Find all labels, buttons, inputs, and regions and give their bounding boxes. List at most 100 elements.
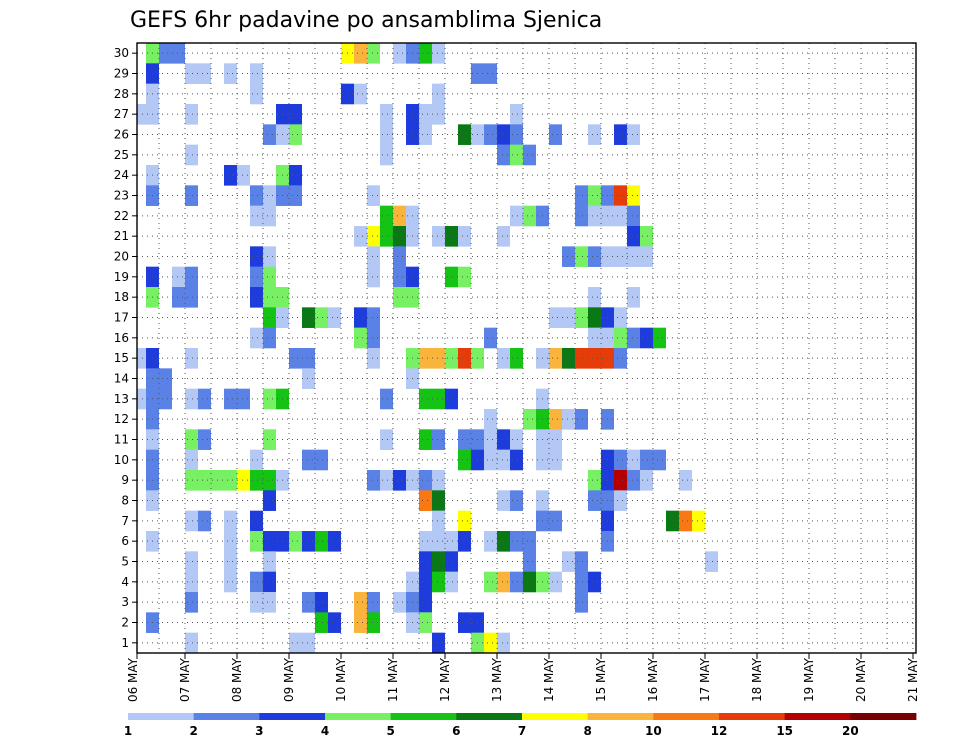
colorbar-swatch (456, 713, 523, 720)
colorbar-label: 5 (386, 724, 394, 738)
heatmap-cell (302, 307, 315, 328)
heatmap-cell (289, 185, 302, 206)
heatmap-cell (315, 307, 328, 328)
heatmap-cell (458, 429, 471, 450)
heatmap-cell (289, 124, 302, 145)
heatmap-cell (289, 632, 302, 654)
heatmap-cell (484, 124, 497, 145)
heatmap-cell (263, 388, 276, 410)
heatmap-cell (614, 124, 627, 145)
heatmap-cell (185, 592, 198, 613)
heatmap-cell (172, 266, 185, 288)
y-tick-label: 8 (121, 494, 129, 508)
heatmap-cell (315, 531, 328, 552)
heatmap-cell (484, 429, 497, 450)
heatmap-cell (588, 287, 601, 308)
heatmap-cell (705, 551, 718, 572)
heatmap-cell (497, 429, 510, 450)
heatmap-cell (263, 470, 276, 491)
heatmap-cell (614, 449, 627, 471)
heatmap-cell (419, 429, 432, 450)
heatmap-cell (250, 449, 263, 471)
heatmap-cell (328, 307, 341, 328)
heatmap-cell (627, 185, 640, 206)
heatmap-cell (562, 551, 575, 572)
heatmap-cell (185, 449, 198, 471)
heatmap-cell (224, 531, 237, 552)
heatmap-cell (263, 266, 276, 288)
heatmap-cell (185, 287, 198, 308)
y-tick-label: 2 (121, 616, 129, 630)
heatmap-cell (393, 246, 406, 267)
heatmap-cell (575, 409, 588, 430)
heatmap-cell (523, 571, 536, 593)
heatmap-cell (354, 83, 367, 105)
heatmap-cell (393, 226, 406, 247)
heatmap-cell (562, 307, 575, 328)
heatmap-cell (432, 83, 445, 105)
heatmap-cell (432, 104, 445, 125)
heatmap-cell (137, 388, 146, 410)
y-tick-label: 16 (114, 331, 129, 345)
heatmap-cell (549, 409, 562, 430)
heatmap-cell (159, 388, 172, 410)
colorbar-label: 1 (124, 724, 132, 738)
heatmap-cell (367, 266, 380, 288)
x-tick-label: 17 MAY (698, 657, 712, 702)
heatmap-cell (510, 104, 523, 125)
colorbar-swatch (128, 713, 195, 720)
colorbar: 1 2 3 4 5 6 7 8 10 12 15 20 (124, 713, 917, 738)
x-tick-label: 20 MAY (854, 657, 868, 702)
heatmap-cell (380, 388, 393, 410)
heatmap-cell (367, 612, 380, 633)
heatmap-cell (575, 571, 588, 593)
heatmap-cell (588, 185, 601, 206)
y-tick-label: 20 (114, 250, 129, 264)
heatmap-cell (575, 205, 588, 227)
colorbar-swatch (653, 713, 720, 720)
heatmap-cell (419, 612, 432, 633)
heatmap-cell (458, 449, 471, 471)
heatmap-cell (224, 63, 237, 84)
colorbar-swatch (259, 713, 326, 720)
heatmap-cell (575, 592, 588, 613)
heatmap-cell (159, 43, 172, 64)
y-axis-ticks: 1234567891011121314151617181920212223242… (114, 46, 137, 650)
x-tick-label: 15 MAY (594, 657, 608, 702)
x-tick-label: 21 MAY (906, 657, 920, 702)
heatmap-cell (432, 490, 445, 511)
heatmap-cell (575, 307, 588, 328)
heatmap-cell (627, 449, 640, 471)
heatmap-cell (315, 449, 328, 471)
y-tick-label: 3 (121, 595, 129, 609)
heatmap-cell (250, 83, 263, 105)
heatmap-cell (224, 510, 237, 532)
heatmap-cell (354, 327, 367, 349)
chart-title: GEFS 6hr padavine po ansamblima Sjenica (130, 8, 602, 33)
heatmap-cell (185, 144, 198, 166)
heatmap-cell (137, 104, 146, 125)
heatmap-cell (640, 246, 653, 267)
heatmap-cell (484, 327, 497, 349)
heatmap-cell (510, 449, 523, 471)
y-tick-label: 15 (114, 351, 129, 365)
heatmap-cell (393, 470, 406, 491)
heatmap-cell (328, 612, 341, 633)
y-tick-label: 10 (114, 453, 129, 467)
heatmap-cell (250, 205, 263, 227)
heatmap-cell (263, 185, 276, 206)
heatmap-cell (380, 205, 393, 227)
colorbar-label: 4 (321, 724, 329, 738)
heatmap-cell (614, 470, 627, 491)
heatmap-cell (588, 327, 601, 349)
heatmap-cell (198, 510, 211, 532)
heatmap-cell (588, 571, 601, 593)
heatmap-cell (523, 551, 536, 572)
heatmap-cell (354, 226, 367, 247)
colorbar-swatch (390, 713, 457, 720)
heatmap-cell (445, 388, 458, 410)
y-tick-label: 21 (114, 229, 129, 243)
heatmap-cell (653, 449, 666, 471)
heatmap-cell (497, 226, 510, 247)
heatmap-cell (458, 266, 471, 288)
